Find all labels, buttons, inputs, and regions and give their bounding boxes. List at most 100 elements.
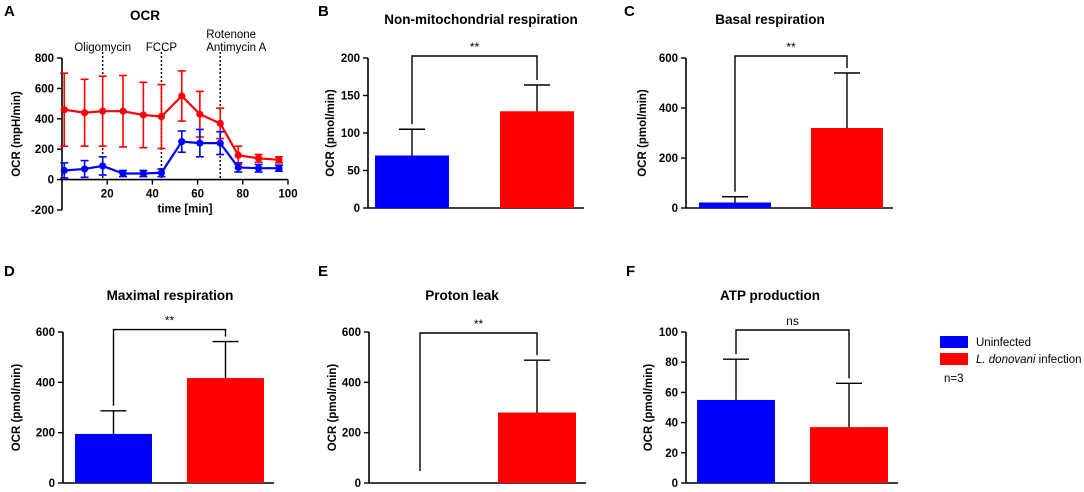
significance-label-b: ** <box>470 40 480 54</box>
legend-swatch-uninfected <box>940 336 968 348</box>
bar-infected <box>810 427 888 483</box>
data-point <box>255 154 263 162</box>
panel-a: A OCR -200 0 200 400 600 800 OCR (mpH/min) 20 40 60… <box>4 3 298 217</box>
injection-label-a: FCCP <box>146 42 178 54</box>
data-point <box>139 111 147 119</box>
data-point <box>119 169 127 178</box>
data-point <box>99 162 107 170</box>
legend-label-infected-rest: infection <box>1035 354 1081 366</box>
significance-bracket-e <box>419 332 538 471</box>
legend-label-infected: L. donovani infection <box>976 354 1082 366</box>
injection-label-a: Oligomycin <box>74 42 131 54</box>
y-tick-label-d: 600 <box>36 327 55 339</box>
significance-label-c: ** <box>786 40 796 54</box>
y-tick-label-e: 0 <box>355 478 361 490</box>
data-point <box>234 163 242 172</box>
injection-label-a: Antimycin A <box>206 42 266 54</box>
significance-label-e: ** <box>474 317 484 331</box>
data-point <box>99 107 107 115</box>
panel-letter-f: F <box>626 263 635 280</box>
chart-title-a: OCR <box>130 8 160 23</box>
y-tick-label-c: 200 <box>659 153 678 165</box>
y-axis-title-b: OCR (pmol/min) <box>325 89 337 177</box>
bar-uninfected <box>699 202 771 208</box>
y-tick-label-d: 0 <box>49 478 55 490</box>
data-point <box>60 106 68 114</box>
data-point <box>60 166 68 175</box>
data-point <box>196 139 204 147</box>
legend-n-label: n=3 <box>944 373 964 385</box>
y-tick-label-f: 40 <box>665 418 678 430</box>
legend-label-infected-italic: L. donovani <box>976 354 1036 366</box>
bar-infected <box>500 111 574 208</box>
panel-letter-d: D <box>4 263 15 280</box>
chart-title-f: ATP production <box>720 288 820 303</box>
data-point <box>157 169 166 177</box>
y-axis-title-e: OCR (pmol/min) <box>327 364 339 452</box>
y-tick-label-e: 600 <box>342 327 361 339</box>
y-tick-label-a: -200 <box>31 205 54 217</box>
y-tick-label-c: 0 <box>672 203 678 215</box>
y-tick-label-d: 200 <box>36 428 55 440</box>
bar-infected <box>498 412 576 483</box>
significance-label-f: ns <box>786 314 799 328</box>
panel-letter-e: E <box>318 263 328 280</box>
y-tick-label-b: 0 <box>354 203 360 215</box>
x-tick-label-a: 60 <box>191 189 204 201</box>
panel-letter-a: A <box>4 3 15 20</box>
panel-letter-b: B <box>318 3 329 20</box>
y-tick-label-a: 400 <box>35 114 54 126</box>
y-axis-title-d: OCR (pmol/min) <box>11 364 23 452</box>
chart-title-d: Maximal respiration <box>107 288 234 303</box>
series-line-0 <box>64 94 280 161</box>
significance-label-d: ** <box>165 314 175 328</box>
x-axis-title-a: time [min] <box>158 204 213 216</box>
y-tick-label-b: 100 <box>341 128 360 140</box>
panel-d: D Maximal respiration 0 200 400 600 OCR (pmol/… <box>4 263 274 490</box>
y-tick-label-b: 150 <box>341 91 360 103</box>
y-tick-label-f: 60 <box>665 387 678 399</box>
data-point <box>196 110 204 118</box>
data-point <box>157 112 166 121</box>
data-point <box>275 164 283 172</box>
y-tick-label-c: 400 <box>659 103 678 115</box>
legend-label-uninfected: Uninfected <box>976 337 1031 349</box>
data-point <box>81 109 89 117</box>
injection-label-a: Rotenone <box>206 29 256 41</box>
significance-bracket-f <box>735 329 850 379</box>
y-tick-label-a: 0 <box>48 175 54 187</box>
y-tick-label-c: 600 <box>659 53 678 65</box>
data-point <box>81 165 89 173</box>
chart-title-e: Proton leak <box>425 288 499 303</box>
data-point <box>216 139 224 147</box>
panel-e: E Proton leak 0 200 400 600 OCR (pmol/min) ** <box>318 263 586 490</box>
significance-bracket-d <box>112 328 227 406</box>
bar-uninfected <box>697 399 775 483</box>
y-axis-title-c: OCR (pmol/min) <box>637 89 649 177</box>
y-tick-label-b: 50 <box>347 166 360 178</box>
data-point <box>234 151 242 159</box>
y-tick-label-f: 20 <box>665 448 678 460</box>
y-axis-title-a: OCR (mpH/min) <box>11 91 23 177</box>
panel-c: C Basal respiration 0 200 400 600 OCR (pmol/mi… <box>624 3 893 215</box>
panel-b: B Non-mitochondrial respiration 0 50 100 150 2… <box>318 3 584 215</box>
y-tick-label-d: 400 <box>36 377 55 389</box>
data-point <box>275 156 283 164</box>
y-axis-title-f: OCR (pmol/min) <box>643 364 655 452</box>
significance-bracket-b <box>411 55 538 125</box>
bar-infected <box>187 378 264 483</box>
chart-title-b: Non-mitochondrial respiration <box>384 12 578 27</box>
x-tick-label-a: 100 <box>278 189 297 201</box>
panel-f: F ATP production 0 20 40 60 80 100 OCR (pmol/min… <box>626 263 898 490</box>
y-tick-label-e: 200 <box>342 428 361 440</box>
significance-bracket-c <box>734 55 848 192</box>
data-point <box>119 107 127 115</box>
x-tick-label-a: 80 <box>236 189 249 201</box>
bar-uninfected <box>375 155 449 208</box>
data-point <box>139 169 147 178</box>
data-point <box>178 138 186 146</box>
data-point <box>178 92 186 100</box>
x-tick-label-a: 20 <box>101 189 114 201</box>
